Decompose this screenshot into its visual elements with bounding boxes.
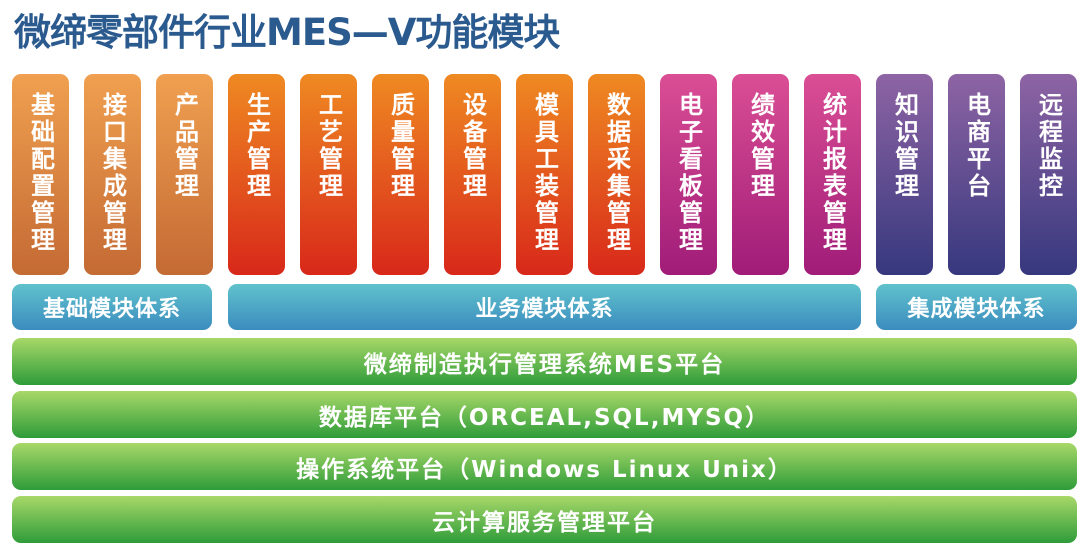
module-label: 绩效管理 bbox=[746, 92, 775, 200]
module-column: 工艺管理 bbox=[300, 74, 357, 275]
module-label: 知识管理 bbox=[890, 92, 919, 200]
module-label: 模具工装管理 bbox=[530, 92, 559, 254]
module-column: 设备管理 bbox=[444, 74, 501, 275]
module-label: 远程监控 bbox=[1034, 92, 1063, 200]
page-title: 微缔零部件行业MES—V功能模块 bbox=[14, 11, 560, 54]
module-column: 远程监控 bbox=[1020, 74, 1077, 275]
module-label: 接口集成管理 bbox=[98, 92, 127, 254]
module-column: 知识管理 bbox=[876, 74, 933, 275]
module-column: 电商平台 bbox=[948, 74, 1005, 275]
module-column: 统计报表管理 bbox=[804, 74, 861, 275]
module-label: 质量管理 bbox=[386, 92, 415, 200]
tier-integration: 集成模块体系 bbox=[876, 284, 1077, 330]
platform-database: 数据库平台（ORCEAL,SQL,MYSQ） bbox=[12, 391, 1077, 438]
platform-os: 操作系统平台（Windows Linux Unix） bbox=[12, 443, 1077, 490]
module-label: 电商平台 bbox=[962, 92, 991, 200]
module-column: 数据采集管理 bbox=[588, 74, 645, 275]
platform-mes: 微缔制造执行管理系统MES平台 bbox=[12, 338, 1077, 385]
module-column: 电子看板管理 bbox=[660, 74, 717, 275]
module-column: 模具工装管理 bbox=[516, 74, 573, 275]
module-label: 产品管理 bbox=[170, 92, 199, 200]
module-column: 绩效管理 bbox=[732, 74, 789, 275]
module-column: 生产管理 bbox=[228, 74, 285, 275]
module-column: 接口集成管理 bbox=[84, 74, 141, 275]
module-label: 数据采集管理 bbox=[602, 92, 631, 254]
module-label: 电子看板管理 bbox=[674, 92, 703, 254]
module-label: 统计报表管理 bbox=[818, 92, 847, 254]
module-column: 产品管理 bbox=[156, 74, 213, 275]
module-label: 工艺管理 bbox=[314, 92, 343, 200]
tier-business: 业务模块体系 bbox=[228, 284, 861, 330]
module-column: 基础配置管理 bbox=[12, 74, 69, 275]
platform-cloud: 云计算服务管理平台 bbox=[12, 496, 1077, 543]
module-label: 生产管理 bbox=[242, 92, 271, 200]
module-label: 基础配置管理 bbox=[26, 92, 55, 254]
module-column: 质量管理 bbox=[372, 74, 429, 275]
module-label: 设备管理 bbox=[458, 92, 487, 200]
tier-basic: 基础模块体系 bbox=[12, 284, 212, 330]
